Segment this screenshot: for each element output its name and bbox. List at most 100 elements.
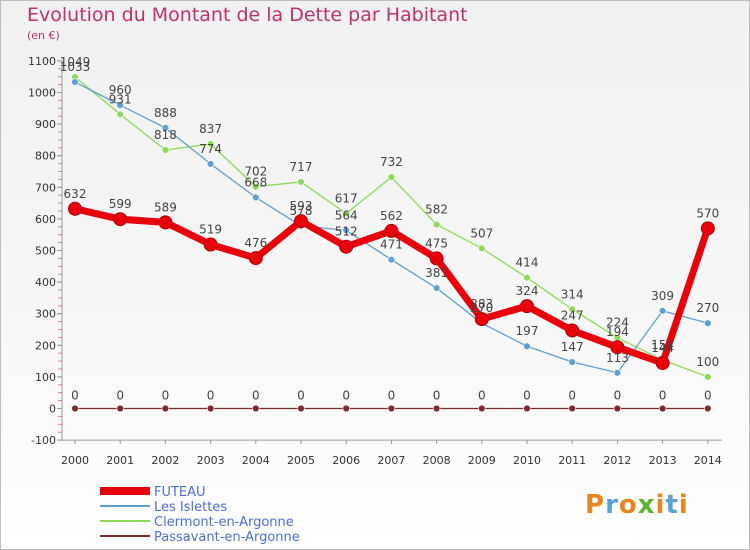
series-point: [523, 342, 531, 350]
legend-label: Passavant-en-Argonne: [154, 530, 300, 545]
data-label: 100: [696, 355, 719, 369]
series-point: [71, 404, 79, 413]
logo-letter: o: [618, 490, 638, 520]
series-point: [252, 404, 260, 413]
data-label: 582: [425, 203, 448, 217]
y-tick-label: 600: [35, 213, 56, 226]
data-label: 147: [561, 340, 584, 354]
y-tick-label: 300: [35, 308, 56, 321]
x-tick-label: 2014: [694, 454, 722, 467]
futeau-point: [700, 221, 715, 236]
x-tick-label: 2009: [468, 454, 496, 467]
series-point: [161, 404, 170, 413]
series-point: [432, 404, 441, 413]
futeau-point: [429, 251, 444, 266]
series-point: [342, 404, 350, 413]
data-label: 194: [606, 325, 629, 339]
data-label: 154: [651, 338, 674, 352]
futeau-point: [520, 299, 534, 314]
series-point: [387, 255, 396, 264]
series-point: [658, 404, 667, 413]
y-tick-label: 400: [35, 276, 56, 289]
series-point: [658, 307, 667, 315]
series-point: [342, 226, 350, 234]
logo-letter: P: [585, 490, 606, 520]
futeau-point: [610, 340, 625, 355]
futeau-point: [68, 201, 82, 216]
series-point: [613, 404, 622, 413]
data-label: 570: [696, 206, 719, 220]
series-point: [161, 146, 170, 154]
series-point: [478, 244, 486, 252]
data-label: 381: [425, 266, 448, 280]
series-point: [478, 404, 486, 413]
data-label: 599: [109, 197, 132, 211]
series-point: [523, 404, 531, 413]
data-label: 247: [561, 308, 584, 322]
data-label: 414: [516, 256, 539, 270]
data-label: 1033: [60, 60, 91, 74]
logo-letter: x: [637, 490, 656, 520]
series-point: [568, 358, 576, 366]
data-label: 617: [335, 192, 358, 206]
series-point: [568, 404, 576, 413]
futeau-point: [248, 251, 263, 266]
data-label: 283: [470, 297, 493, 311]
series-point: [613, 369, 622, 377]
x-tick-label: 2008: [423, 454, 451, 467]
futeau-point: [339, 239, 354, 254]
x-tick-label: 2012: [603, 454, 631, 467]
legend-label: Clermont-en-Argonne: [154, 515, 294, 530]
futeau-point: [294, 214, 308, 229]
series-point: [206, 140, 215, 148]
x-tick-label: 2011: [558, 454, 586, 467]
y-tick-label: 1100: [28, 55, 56, 68]
y-tick-label: 200: [35, 339, 56, 352]
y-tick-label: 900: [35, 118, 56, 131]
series-point: [116, 101, 124, 109]
data-label: 837: [199, 122, 222, 136]
x-tick-label: 2005: [287, 454, 315, 467]
data-label: 0: [71, 389, 79, 403]
data-label: 309: [651, 289, 674, 303]
logo-letter: i: [678, 490, 689, 520]
data-label: 564: [335, 208, 358, 222]
data-label: 471: [380, 238, 403, 252]
data-label: 888: [154, 106, 177, 120]
data-label: 0: [704, 389, 712, 403]
data-label: 475: [425, 236, 448, 250]
data-label: 507: [470, 226, 493, 240]
series-point: [116, 110, 124, 119]
data-label: 578: [290, 204, 313, 218]
data-label: 270: [470, 301, 493, 315]
futeau-point: [474, 312, 489, 327]
data-label: 0: [614, 389, 622, 403]
x-tick-label: 2001: [106, 454, 134, 467]
series-point: [206, 404, 215, 413]
data-label: 144: [651, 341, 674, 355]
series-point: [568, 305, 576, 313]
data-label: 593: [290, 199, 313, 213]
data-label: 0: [659, 389, 667, 403]
logo-letter: i: [655, 490, 666, 520]
series-point: [704, 404, 712, 413]
y-tick-label: 0: [49, 403, 56, 416]
futeau-point: [384, 223, 399, 238]
x-tick-label: 2004: [242, 454, 270, 467]
data-label: 1049: [60, 55, 91, 69]
series-point: [704, 319, 712, 327]
logo-letter: r: [605, 490, 619, 520]
x-tick-label: 2007: [377, 454, 405, 467]
y-tick-label: 1000: [28, 87, 56, 100]
data-label: 224: [606, 316, 629, 330]
series-point: [71, 78, 79, 86]
data-label: 0: [523, 389, 531, 403]
series-point: [387, 173, 396, 181]
data-label: 270: [696, 301, 719, 315]
data-label: 0: [433, 389, 441, 403]
x-tick-label: 2000: [61, 454, 89, 467]
data-label: 960: [109, 83, 132, 97]
data-label: 0: [388, 389, 396, 403]
y-tick-label: 100: [35, 371, 56, 384]
